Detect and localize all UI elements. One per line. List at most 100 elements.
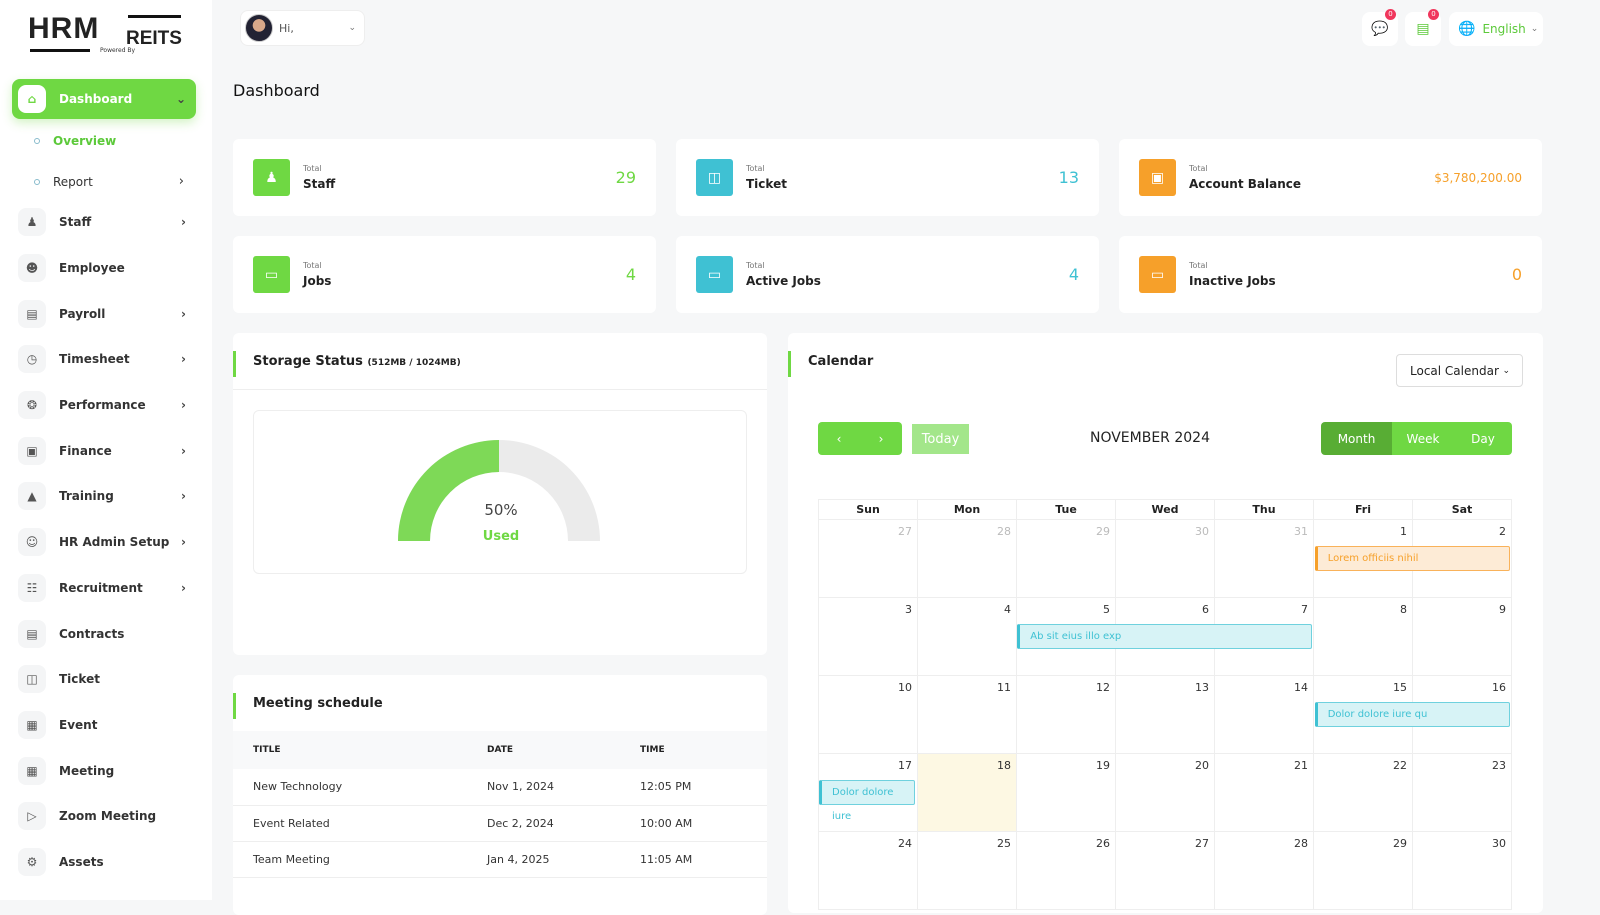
day-cell[interactable]: 13 (1116, 676, 1215, 754)
home-icon: ⌂ (18, 85, 46, 113)
day-cell[interactable]: 31 (1215, 520, 1314, 598)
day-cell[interactable]: 29 (1314, 832, 1413, 910)
bullet-icon (34, 178, 40, 185)
day-cell[interactable]: 10 (818, 676, 918, 754)
table-row[interactable]: Team Meeting Jan 4, 2025 11:05 AM (233, 841, 767, 878)
day-cell[interactable]: 30 (1116, 520, 1215, 598)
day-cell[interactable]: 28 (1215, 832, 1314, 910)
day-cell[interactable]: 23 (1413, 754, 1512, 832)
chevron-right-icon: › (181, 307, 186, 321)
day-cell[interactable]: 8 (1314, 598, 1413, 676)
sidebar-item-training[interactable]: ▲ Training › (12, 476, 196, 516)
day-cell[interactable]: 30 (1413, 832, 1512, 910)
table-row[interactable]: New Technology Nov 1, 2024 12:05 PM (233, 769, 767, 806)
calendar-event[interactable]: Lorem officiis nihil (1314, 546, 1510, 571)
sidebar-item-ticket[interactable]: ◫ Ticket (12, 659, 196, 699)
stat-label: Staff (303, 176, 336, 191)
stat-label: Ticket (746, 176, 787, 191)
day-cell[interactable]: 27 (818, 520, 918, 598)
day-cell[interactable]: 21 (1215, 754, 1314, 832)
day-cell[interactable]: 12 (1017, 676, 1116, 754)
gauge-fill (398, 440, 499, 541)
sidebar: HRM REITS Powered By ⌂ Dashboard ⌄ ♟ Staff › ☻ Em… (0, 0, 212, 900)
table-row[interactable]: Event Related Dec 2, 2024 10:00 AM (233, 805, 767, 842)
stat-caption: Total (303, 260, 322, 270)
month-label: NOVEMBER 2024 (1089, 430, 1210, 446)
day-cell[interactable]: 28 (918, 520, 1017, 598)
view-month-button[interactable]: Month (1321, 422, 1392, 455)
sidebar-item-zoom-meeting[interactable]: ▷ Zoom Meeting (12, 796, 196, 836)
day-cell[interactable]: 25 (918, 832, 1017, 910)
ticket-icon: ◫ (18, 665, 46, 693)
calendar-event[interactable]: Ab sit eius illo exp (1017, 624, 1312, 649)
messages-button[interactable]: ▤ 0 (1405, 9, 1441, 46)
sidebar-item-payroll[interactable]: ▤ Payroll › (12, 294, 196, 334)
sidebar-item-performance[interactable]: ❂ Performance › (12, 385, 196, 425)
stat-card-ticket[interactable]: ◫ Total Ticket 13 (676, 139, 1099, 216)
day-cell[interactable]: 26 (1017, 832, 1116, 910)
chevron-right-icon: › (181, 535, 186, 549)
sidebar-item-employee[interactable]: ☻ Employee (12, 248, 196, 288)
storage-used-label: Used (482, 529, 520, 544)
day-cell[interactable]: 3 (818, 598, 918, 676)
stat-value: 13 (1058, 168, 1079, 187)
chevron-right-icon: › (878, 431, 884, 446)
chat-button[interactable]: 💬 0 (1362, 9, 1398, 46)
day-cell[interactable]: 7 (1215, 598, 1314, 676)
today-button[interactable]: Today (912, 424, 969, 454)
sidebar-item-contracts[interactable]: ▤ Contracts (12, 614, 196, 654)
day-cell[interactable]: 20 (1116, 754, 1215, 832)
stat-card-jobs[interactable]: ▭ Total Jobs 4 (233, 236, 656, 313)
user-menu[interactable]: Hi, ⌄ (240, 10, 365, 46)
stat-card-staff[interactable]: ♟ Total Staff 29 (233, 139, 656, 216)
contract-icon: ▤ (18, 620, 46, 648)
day-cell[interactable]: 24 (818, 832, 918, 910)
day-cell[interactable]: 27 (1116, 832, 1215, 910)
sidebar-item-dashboard[interactable]: ⌂ Dashboard ⌄ (12, 79, 196, 119)
day-cell[interactable]: 29 (1017, 520, 1116, 598)
prev-month-button[interactable]: ‹ (818, 422, 860, 455)
sidebar-item-recruitment[interactable]: ☷ Recruitment › (12, 568, 196, 608)
stat-value: 0 (1511, 265, 1522, 284)
day-cell[interactable]: 22 (1314, 754, 1413, 832)
sidebar-item-staff[interactable]: ♟ Staff › (12, 202, 196, 242)
chevron-down-icon: ⌄ (1530, 24, 1539, 34)
stat-card-account-balance[interactable]: ▣ Total Account Balance $3,780,200.00 (1119, 139, 1542, 216)
chevron-right-icon: › (181, 489, 186, 503)
storage-title: Storage Status (512MB / 1024MB) (233, 351, 461, 377)
sidebar-item-timesheet[interactable]: ◷ Timesheet › (12, 339, 196, 379)
sidebar-item-finance[interactable]: ▣ Finance › (12, 431, 196, 471)
logo[interactable]: HRM REITS Powered By (28, 12, 182, 54)
stat-card-inactive-jobs[interactable]: ▭ Total Inactive Jobs 0 (1119, 236, 1542, 313)
view-day-button[interactable]: Day (1454, 422, 1512, 455)
chevron-right-icon: › (178, 174, 184, 189)
calendar-source-select[interactable]: Local Calendar ⌄ (1396, 354, 1523, 387)
sidebar-item-meeting[interactable]: ▦ Meeting (12, 751, 196, 791)
sidebar-item-assets[interactable]: ⚙ Assets (12, 842, 196, 882)
day-cell[interactable]: 14 (1215, 676, 1314, 754)
column-header: DATE (467, 731, 620, 769)
day-cell[interactable]: 19 (1017, 754, 1116, 832)
weekday-header: Mon (918, 499, 1017, 520)
sidebar-item-event[interactable]: ▦ Event (12, 705, 196, 745)
sidebar-subitem-report[interactable]: Report › (34, 174, 184, 189)
day-cell[interactable]: 2 (1413, 520, 1512, 598)
day-cell[interactable]: 11 (918, 676, 1017, 754)
language-select[interactable]: 🌐 English ⌄ (1449, 12, 1543, 46)
day-cell[interactable]: 17 (818, 754, 918, 832)
weekday-header: Tue (1017, 499, 1116, 520)
day-cell[interactable]: 4 (918, 598, 1017, 676)
sidebar-item-hr-admin-setup[interactable]: ☺ HR Admin Setup › (12, 522, 196, 562)
users-icon: ♟ (253, 159, 290, 196)
next-month-button[interactable]: › (860, 422, 902, 455)
message-icon: ▤ (1416, 21, 1430, 37)
cast-icon: ▭ (696, 256, 733, 293)
day-cell[interactable]: 16 (1413, 676, 1512, 754)
view-week-button[interactable]: Week (1392, 422, 1454, 455)
day-cell[interactable]: 18 (918, 754, 1017, 832)
calendar-event[interactable]: Dolor dolore iure (819, 780, 916, 822)
sidebar-subitem-overview[interactable]: Overview (34, 134, 184, 148)
day-cell[interactable]: 9 (1413, 598, 1512, 676)
calendar-event[interactable]: Dolor dolore iure qu (1314, 702, 1510, 727)
stat-card-active-jobs[interactable]: ▭ Total Active Jobs 4 (676, 236, 1099, 313)
